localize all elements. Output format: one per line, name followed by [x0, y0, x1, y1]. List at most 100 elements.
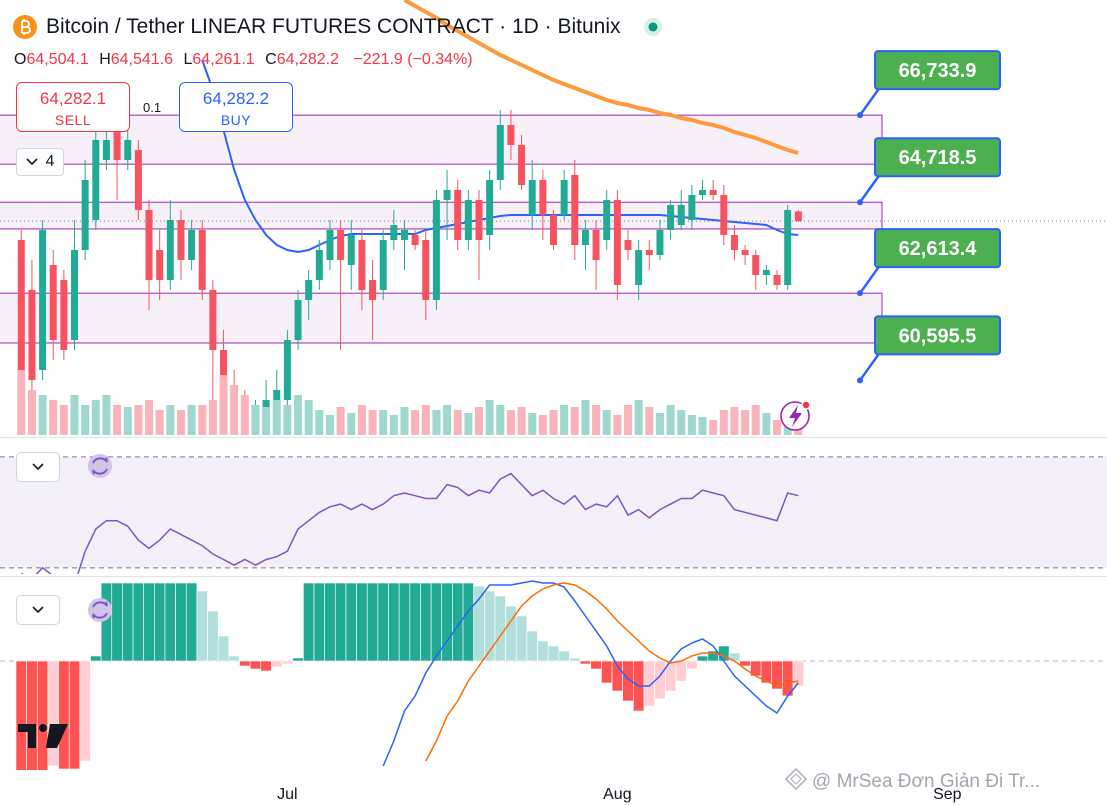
candle-body: [720, 194, 728, 235]
buy-label: BUY: [220, 112, 252, 128]
candle-body: [379, 240, 387, 290]
candle-body: [177, 220, 185, 261]
volume-bar: [134, 405, 143, 435]
ohlc-key: O: [14, 51, 27, 68]
volume-bar: [443, 405, 452, 435]
histogram-bar: [792, 660, 804, 687]
histogram-bar: [473, 585, 485, 662]
histogram-bar: [79, 660, 91, 762]
volume-bar: [123, 407, 132, 435]
ohlc-key: L: [183, 51, 193, 68]
indicator-toggle[interactable]: 4: [16, 148, 64, 176]
candle-body: [145, 209, 153, 281]
x-tick-label: Aug: [603, 786, 631, 803]
candle-body: [571, 174, 579, 246]
candle-body: [166, 220, 174, 281]
price-change: −221.9 (−0.34%): [353, 51, 473, 68]
histogram-bar: [217, 635, 230, 662]
histogram-bar: [558, 650, 570, 662]
volume-bar: [368, 410, 377, 435]
histogram-bar: [90, 655, 102, 662]
histogram-bar: [324, 582, 336, 662]
candle-body: [550, 214, 557, 246]
histogram-bar: [164, 582, 176, 662]
volume-bar: [198, 405, 207, 435]
candle-body: [156, 249, 164, 281]
candle-body: [60, 280, 68, 350]
candle-body: [347, 234, 355, 266]
candle-body: [507, 125, 515, 146]
buy-button[interactable]: 64,282.2 BUY: [179, 82, 293, 132]
volume-bar: [538, 415, 547, 435]
pane-toggle[interactable]: [16, 452, 60, 482]
line: [425, 582, 799, 762]
histogram-bar: [228, 655, 240, 662]
volume-bar: [176, 410, 185, 435]
candle-body: [358, 240, 366, 290]
candle-body: [496, 125, 504, 181]
callout-label: 60,595.5: [899, 325, 977, 347]
histogram-bar: [462, 582, 474, 662]
volume-bar: [59, 405, 68, 435]
sell-button[interactable]: 64,282.1 SELL: [16, 82, 130, 132]
line: [20, 472, 799, 574]
histogram-bar: [26, 660, 38, 770]
histogram-bar: [526, 630, 538, 662]
volume-bar: [357, 405, 366, 435]
quantity: 0.1: [143, 100, 162, 115]
candle-body: [188, 229, 196, 261]
candle-body: [294, 300, 302, 341]
histogram-bar: [132, 582, 144, 662]
callout-arrow: [858, 173, 882, 203]
macd-pane: [0, 580, 1107, 770]
volume-bar: [613, 415, 622, 435]
histogram-bar: [260, 660, 272, 672]
histogram-bar: [388, 582, 400, 662]
volume-bar: [166, 405, 175, 435]
histogram-bar: [398, 582, 411, 662]
watermark: @ MrSea Đơn Giản Đi Tr...: [812, 771, 1040, 792]
volume-bar: [145, 400, 154, 435]
alert-icon[interactable]: [780, 400, 811, 431]
volume-bar: [294, 395, 303, 435]
histogram-bar: [239, 660, 251, 667]
volume-bar: [38, 395, 47, 435]
refresh-icon[interactable]: [88, 454, 112, 478]
volume-bar: [155, 410, 164, 435]
candle-body: [454, 189, 462, 241]
histogram-bar: [590, 660, 602, 670]
volume-bar: [645, 407, 654, 435]
line: [403, 0, 799, 155]
volume-bar: [709, 420, 718, 435]
histogram-bar: [515, 615, 528, 662]
pane-toggle[interactable]: [16, 595, 60, 625]
histogram-bar: [249, 660, 262, 670]
callout-box: [874, 228, 1001, 269]
candle-body: [656, 229, 664, 255]
ohlc-key: H: [99, 51, 111, 68]
refresh-icon[interactable]: [88, 598, 112, 622]
volume-bar: [474, 407, 483, 435]
volume-bar: [624, 405, 633, 435]
histogram-bar: [356, 582, 368, 662]
volume-bar: [70, 395, 79, 435]
volume-bar: [560, 405, 569, 435]
volume-bar: [773, 420, 782, 435]
level-point: [857, 199, 863, 206]
candle-body: [475, 200, 483, 241]
candle-body: [699, 189, 707, 195]
volume-bar: [208, 400, 217, 435]
chevron: [25, 158, 38, 166]
x-tick-label: Sep: [933, 786, 962, 803]
candle-body: [794, 211, 802, 222]
histogram-bar: [207, 610, 219, 662]
candle-body: [124, 140, 132, 161]
volume-bar: [698, 417, 707, 435]
candle-body: [102, 140, 110, 161]
candle-body: [17, 240, 25, 370]
candle-body: [337, 229, 345, 261]
volume-bar: [741, 410, 750, 435]
volume-bar: [570, 407, 579, 435]
candle-body: [613, 200, 621, 286]
